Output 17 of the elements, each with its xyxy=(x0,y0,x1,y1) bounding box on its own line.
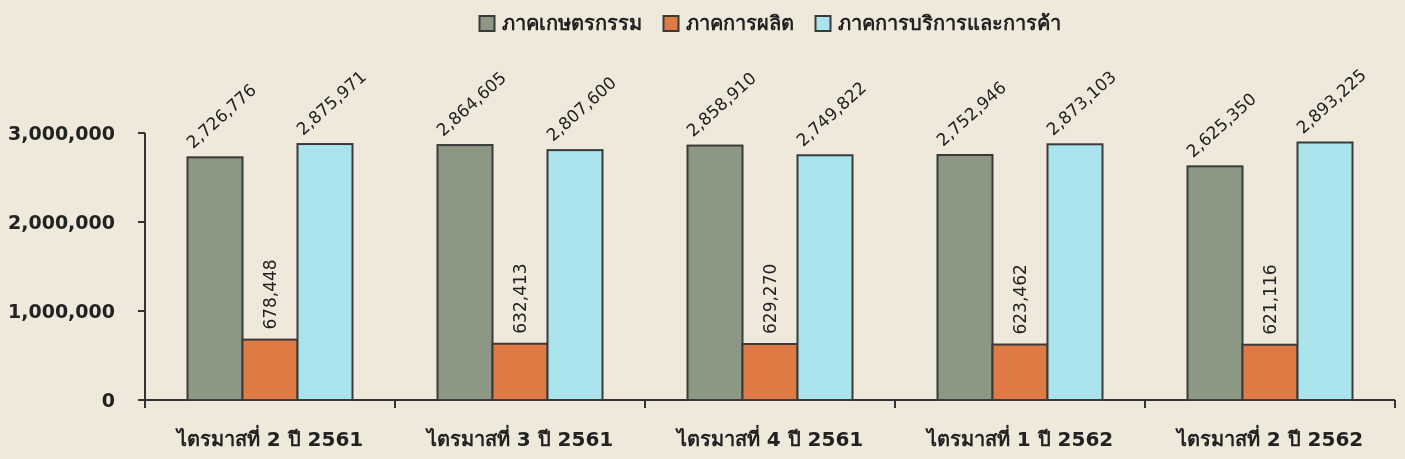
x-tick-label: ไตรมาสที่ 1 ปี 2562 xyxy=(924,424,1114,451)
y-tick-label: 2,000,000 xyxy=(8,211,115,233)
data-label: 632,413 xyxy=(510,263,530,334)
x-tick-label: ไตรมาสที่ 2 ปี 2562 xyxy=(1174,424,1364,451)
legend-label: ภาคเกษตรกรรม xyxy=(501,11,642,35)
data-label: 621,116 xyxy=(1260,264,1280,335)
y-tick-label: 1,000,000 xyxy=(8,300,115,322)
data-label: 629,270 xyxy=(760,263,780,334)
x-tick-label: ไตรมาสที่ 2 ปี 2561 xyxy=(174,424,364,451)
data-label: 623,462 xyxy=(1010,264,1030,335)
x-tick-label: ไตรมาสที่ 4 ปี 2561 xyxy=(674,424,864,451)
data-label: 678,448 xyxy=(260,259,280,330)
x-tick-label: ไตรมาสที่ 3 ปี 2561 xyxy=(424,424,614,451)
y-tick-label: 0 xyxy=(101,389,115,411)
legend-label: ภาคการบริการและการค้า xyxy=(837,11,1061,35)
y-tick-label: 3,000,000 xyxy=(8,122,115,144)
legend-label: ภาคการผลิต xyxy=(685,11,794,35)
